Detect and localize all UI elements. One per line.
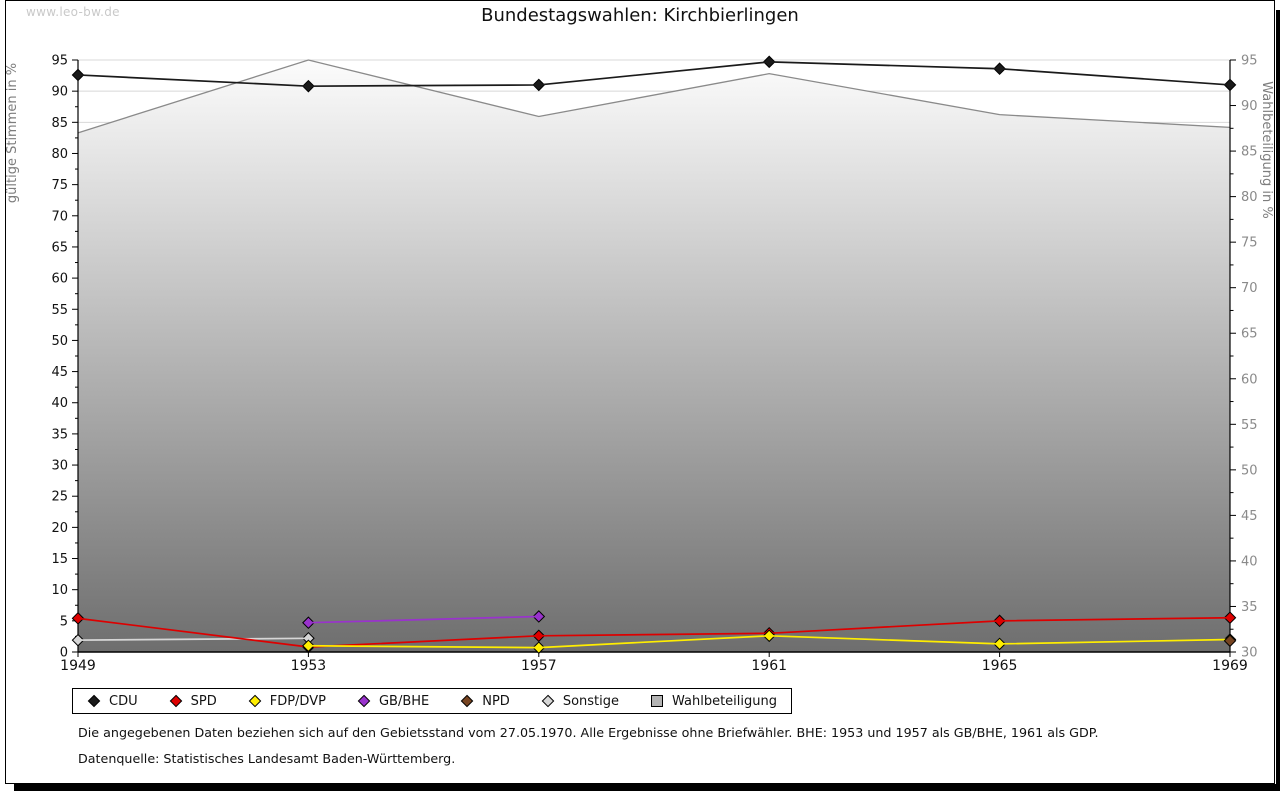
svg-text:10: 10 <box>51 583 68 598</box>
svg-text:1949: 1949 <box>60 658 96 674</box>
svg-text:45: 45 <box>51 365 68 380</box>
svg-text:65: 65 <box>1241 327 1258 342</box>
legend-diamond-swatch <box>541 694 555 708</box>
svg-text:5: 5 <box>60 614 68 629</box>
legend-item-label: NPD <box>482 693 510 709</box>
svg-text:15: 15 <box>51 552 68 567</box>
left-axis-title: gültige Stimmen in % <box>6 63 20 203</box>
svg-text:75: 75 <box>51 178 68 193</box>
svg-text:1961: 1961 <box>751 658 787 674</box>
legend-item-spd: SPD <box>169 694 217 709</box>
svg-text:95: 95 <box>51 54 68 69</box>
svg-text:20: 20 <box>51 521 68 536</box>
legend-square-swatch <box>651 695 663 707</box>
series-npd <box>1223 634 1237 648</box>
svg-text:0: 0 <box>60 646 68 661</box>
svg-text:85: 85 <box>51 116 68 131</box>
legend-diamond-swatch <box>357 694 371 708</box>
legend-diamond-swatch <box>87 694 101 708</box>
marker-fdp-dvp-1953 <box>302 639 315 653</box>
legend-item-gb-bhe: GB/BHE <box>357 694 429 709</box>
marker-spd-1949 <box>71 612 85 625</box>
svg-text:80: 80 <box>51 147 68 162</box>
svg-text:70: 70 <box>51 209 68 224</box>
legend-item-label: CDU <box>109 693 138 709</box>
legend-item-npd: NPD <box>460 694 510 709</box>
svg-text:35: 35 <box>1241 600 1258 615</box>
chart-page: www.leo-bw.de Bundestagswahlen: Kirchbie… <box>5 0 1275 784</box>
legend-diamond-swatch <box>169 694 182 708</box>
legend-item-cdu: CDU <box>87 694 138 709</box>
svg-text:35: 35 <box>51 427 68 442</box>
legend-item-label: FDP/DVP <box>269 693 326 709</box>
svg-text:80: 80 <box>1241 190 1258 205</box>
svg-text:90: 90 <box>51 85 68 100</box>
svg-text:40: 40 <box>1241 554 1258 569</box>
svg-text:30: 30 <box>51 459 68 474</box>
legend-item-label: GB/BHE <box>378 693 430 709</box>
marker-npd-1969 <box>1223 634 1237 648</box>
footnote-gebietsstand: Die angegebenen Daten beziehen sich auf … <box>78 725 1099 740</box>
svg-text:90: 90 <box>1241 99 1258 114</box>
page-shadow-bottom <box>14 784 1280 791</box>
legend-diamond-swatch <box>460 694 474 708</box>
svg-text:25: 25 <box>51 490 68 505</box>
svg-text:1957: 1957 <box>521 658 557 674</box>
legend-item-label: Sonstige <box>562 693 619 709</box>
svg-text:40: 40 <box>51 396 68 411</box>
legend-item-wahlbeteiligung: Wahlbeteiligung <box>650 694 777 709</box>
svg-text:60: 60 <box>51 272 68 287</box>
svg-text:30: 30 <box>1241 646 1258 661</box>
svg-text:75: 75 <box>1241 236 1258 251</box>
svg-text:95: 95 <box>1241 54 1258 69</box>
svg-text:45: 45 <box>1241 509 1258 524</box>
svg-text:65: 65 <box>51 240 68 255</box>
marker-spd-1969 <box>1223 611 1237 625</box>
plot-area: 0510152025303540455055606570758085909530… <box>6 54 1274 675</box>
svg-text:50: 50 <box>1241 463 1258 478</box>
left-axis-ticks: 0 5 10 15 20 25 30 35 40 45 50 55 60 65 70 75 80 85 90 95 <box>51 54 78 661</box>
page-shadow-right <box>1276 10 1280 791</box>
svg-text:55: 55 <box>1241 418 1258 433</box>
svg-text:60: 60 <box>1241 372 1258 387</box>
chart-title: Bundestagswahlen: Kirchbierlingen <box>481 5 799 26</box>
x-axis-ticks: 1949 1953 1957 1961 1965 1969 <box>60 652 1248 674</box>
svg-text:50: 50 <box>51 334 68 349</box>
watermark: www.leo-bw.de <box>26 5 120 19</box>
svg-text:1969: 1969 <box>1212 658 1248 674</box>
svg-text:55: 55 <box>51 303 68 318</box>
svg-text:1965: 1965 <box>982 658 1018 674</box>
series-wahlbeteiligung <box>77 59 1231 652</box>
legend-item-label: SPD <box>190 693 217 709</box>
legend: CDU SPD FDP/DVP GB/BHE NPD Sonstige Wahlbeteil… <box>72 688 793 714</box>
legend-diamond-swatch <box>248 694 262 708</box>
legend-item-fdp-dvp: FDP/DVP <box>248 694 326 709</box>
marker-gb-bhe-1953 <box>302 616 315 630</box>
footnote-datenquelle: Datenquelle: Statistisches Landesamt Bad… <box>78 751 456 766</box>
svg-text:85: 85 <box>1241 145 1258 160</box>
legend-item-sonstige: Sonstige <box>541 694 619 709</box>
right-axis-ticks: 30 35 40 45 50 55 60 65 70 75 80 85 90 95 <box>1230 54 1258 661</box>
svg-text:70: 70 <box>1241 281 1258 296</box>
right-axis-title: Wahlbeteiligung in % <box>1259 81 1274 218</box>
svg-text:1953: 1953 <box>291 658 327 674</box>
legend-item-label: Wahlbeteiligung <box>672 693 778 709</box>
